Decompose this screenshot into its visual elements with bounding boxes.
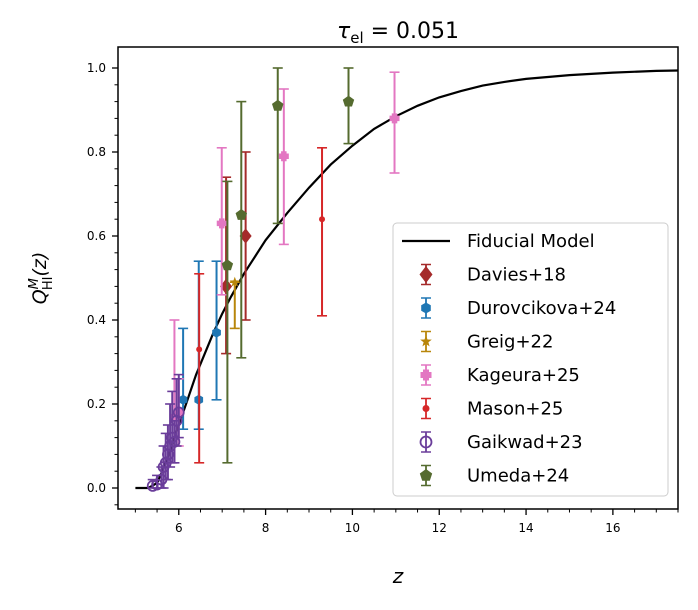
marker-diamond bbox=[239, 228, 252, 244]
marker-star bbox=[420, 335, 432, 347]
y-axis-label: QMHI(z) bbox=[27, 252, 56, 305]
legend-box bbox=[392, 222, 669, 497]
legend-label: Greig+22 bbox=[467, 332, 553, 353]
x-axis-ticks: 6 8 10 12 14 16 bbox=[175, 509, 621, 535]
plot-frame bbox=[117, 46, 679, 510]
y-tick-label: 0.0 bbox=[87, 481, 106, 495]
series-mason-25 bbox=[194, 147, 328, 464]
legend-label: Gaikwad+23 bbox=[467, 432, 583, 453]
x-tick-label: 14 bbox=[518, 521, 533, 535]
marker-diamond bbox=[419, 266, 433, 283]
marker-hexagon bbox=[212, 327, 221, 338]
marker-circle-open bbox=[170, 414, 183, 427]
legend-label: Kageura+25 bbox=[467, 365, 580, 386]
marker-dot bbox=[196, 346, 203, 353]
marker-pentagon bbox=[342, 95, 355, 107]
data-point bbox=[194, 272, 205, 464]
legend-entries: Fiducial Model Davies+18 Durovcikova+24 Gre… bbox=[402, 231, 616, 487]
marker-dot bbox=[319, 216, 326, 223]
legend-entry: Davies+18 bbox=[419, 263, 566, 286]
marker-plus bbox=[389, 113, 400, 124]
marker-dot bbox=[422, 405, 430, 412]
data-point bbox=[272, 67, 284, 225]
marker-plus bbox=[278, 151, 289, 162]
marker-circle-open bbox=[419, 435, 433, 449]
x-tick-label: 12 bbox=[432, 521, 447, 535]
data-point bbox=[211, 260, 222, 401]
marker-diamond bbox=[220, 278, 233, 295]
data-point bbox=[170, 377, 183, 447]
series-gaikwad-23 bbox=[146, 373, 185, 492]
title-value: = 0.051 bbox=[364, 19, 459, 44]
legend-label: Davies+18 bbox=[467, 265, 566, 286]
x-tick-label: 10 bbox=[345, 521, 360, 535]
y-tick-label: 1.0 bbox=[87, 61, 106, 75]
marker-hexagon bbox=[421, 302, 431, 314]
marker-pentagon bbox=[235, 209, 247, 220]
data-point bbox=[317, 147, 328, 317]
data-point bbox=[216, 147, 227, 296]
y-tick-label: 0.8 bbox=[87, 145, 106, 159]
chart-title: τel = 0.051 bbox=[337, 19, 459, 47]
y-tick-label: 0.6 bbox=[87, 229, 106, 243]
legend: Fiducial Model Davies+18 Durovcikova+24 Gre… bbox=[392, 222, 669, 497]
data-point bbox=[239, 151, 252, 321]
data-point bbox=[278, 88, 289, 246]
legend-label: Fiducial Model bbox=[467, 231, 595, 252]
legend-entry: Greig+22 bbox=[420, 330, 553, 353]
series-greig-22 bbox=[229, 276, 240, 330]
legend-label: Umeda+24 bbox=[467, 466, 569, 487]
marker-plus bbox=[216, 218, 227, 229]
data-series bbox=[146, 67, 400, 492]
marker-pentagon bbox=[419, 469, 433, 481]
legend-entry: Durovcikova+24 bbox=[421, 297, 616, 319]
marker-circle-open bbox=[172, 406, 185, 419]
x-axis-label: z bbox=[392, 564, 404, 588]
marker-pentagon bbox=[221, 259, 234, 271]
x-tick-label: 6 bbox=[175, 521, 183, 535]
legend-entry: Gaikwad+23 bbox=[419, 431, 583, 453]
data-point bbox=[172, 373, 185, 439]
legend-label: Durovcikova+24 bbox=[467, 298, 616, 319]
x-tick-label: 16 bbox=[605, 521, 620, 535]
data-point bbox=[342, 67, 355, 145]
data-point bbox=[235, 100, 247, 359]
data-point bbox=[389, 71, 400, 174]
marker-hexagon bbox=[178, 394, 188, 405]
y-label-subscript: HI bbox=[41, 277, 56, 291]
y-tick-label: 0.4 bbox=[87, 313, 106, 327]
title-tau: τ bbox=[337, 19, 351, 44]
y-tick-label: 0.2 bbox=[87, 397, 106, 411]
y-axis-ticks: 0.0 0.2 0.4 0.6 0.8 1.0 bbox=[87, 61, 118, 495]
legend-label: Mason+25 bbox=[467, 399, 563, 420]
legend-entry: Fiducial Model bbox=[402, 231, 595, 252]
legend-entry: Umeda+24 bbox=[419, 464, 569, 487]
data-point bbox=[229, 276, 240, 330]
marker-star bbox=[229, 276, 240, 287]
marker-pentagon bbox=[272, 99, 284, 111]
legend-entry: Mason+25 bbox=[421, 397, 563, 420]
data-point bbox=[221, 180, 234, 464]
x-tick-label: 8 bbox=[262, 521, 270, 535]
title-subscript: el bbox=[350, 29, 363, 47]
series-umeda-24 bbox=[221, 67, 355, 464]
marker-plus bbox=[420, 369, 432, 381]
y-label-superscript: M bbox=[27, 278, 42, 289]
y-label-q: Q bbox=[29, 289, 51, 304]
legend-entry: Kageura+25 bbox=[420, 364, 580, 386]
y-label-argument: (z) bbox=[29, 252, 51, 277]
